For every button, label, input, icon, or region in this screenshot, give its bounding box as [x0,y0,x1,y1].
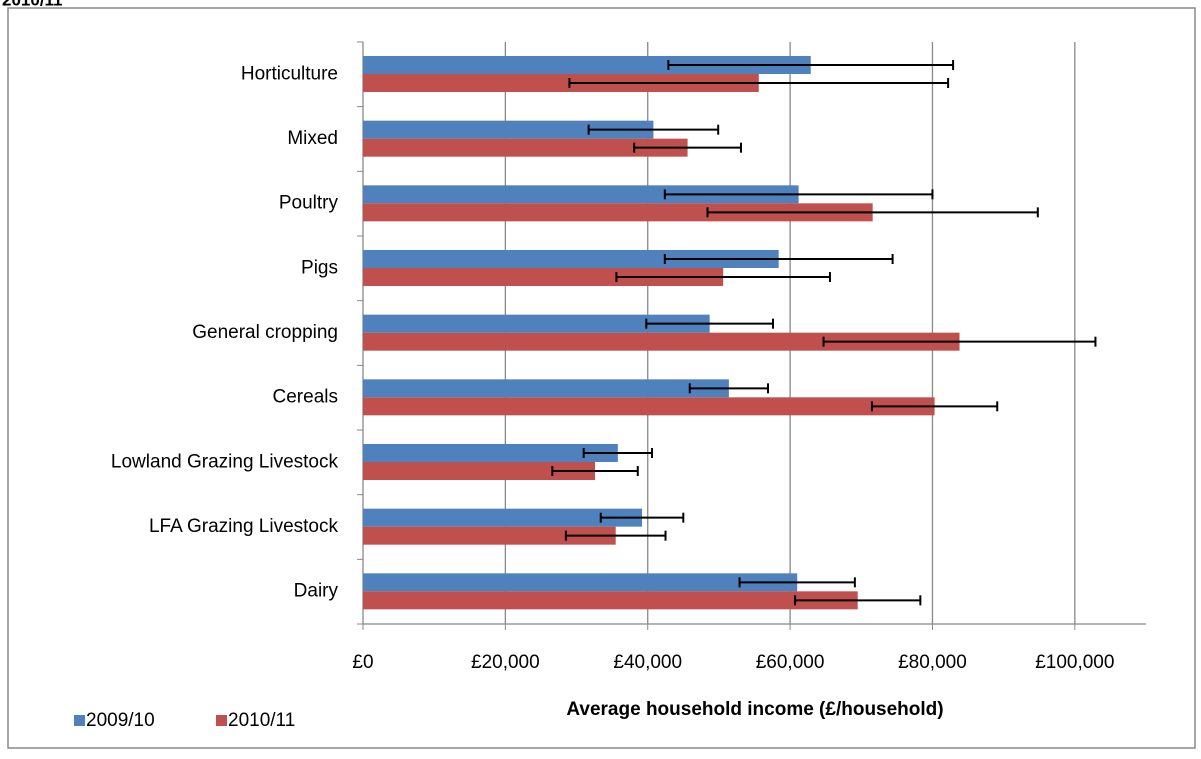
y-tick-label: LFA Grazing Livestock [149,516,339,537]
error-bar [738,577,856,588]
bar [363,508,643,527]
error-bar [870,401,999,412]
error-bar [822,336,1097,347]
bar [363,185,799,204]
error-bar [582,448,653,458]
error-bar [568,78,950,88]
bar [363,591,858,610]
bar [363,379,729,398]
bar [363,203,873,222]
bar [363,573,798,592]
bar [363,268,724,286]
error-bar [667,60,955,70]
y-tick-label: General cropping [192,322,338,343]
error-bar [688,383,770,394]
chart-frame [7,7,1196,749]
y-tick-label: Dairy [294,581,339,602]
x-tick-label: £100,000 [1035,652,1114,673]
legend-swatch [216,715,227,726]
bar [363,526,616,545]
y-tick-label: Poultry [279,193,339,214]
bar [363,250,779,268]
error-bar [615,272,831,282]
x-tick-label: £80,000 [898,652,967,673]
x-axis-label: Average household income (£/household) [566,699,943,720]
bar [363,120,654,139]
bar [363,462,596,480]
x-tick-label: £0 [352,652,373,673]
error-bar [663,254,894,264]
error-bar [551,466,639,476]
error-bar [794,595,922,606]
y-tick-label: Lowland Grazing Livestock [111,451,339,472]
error-bar [599,512,685,523]
legend-label: 2009/10 [86,710,155,731]
error-bar [564,530,667,541]
legend-swatch [74,715,85,726]
bar [363,444,618,462]
error-bar [706,207,1039,218]
y-tick-label: Pigs [301,257,338,278]
x-tick-label: £60,000 [756,652,825,673]
y-tick-label: Mixed [287,128,338,149]
x-tick-label: £20,000 [471,652,540,673]
bar [363,397,935,416]
legend-label: 2010/11 [228,710,295,731]
y-tick-label: Horticulture [241,63,338,84]
bar [363,332,960,351]
y-tick-label: Cereals [273,387,338,408]
error-bar [587,124,720,135]
bar [363,74,759,92]
x-tick-label: £40,000 [613,652,682,673]
chart-title: 2010/11 [2,0,63,9]
bar [363,138,688,157]
bar [363,56,811,74]
error-bar [633,142,742,153]
error-bar [663,189,934,200]
bar [363,314,710,333]
error-bar [645,318,775,329]
